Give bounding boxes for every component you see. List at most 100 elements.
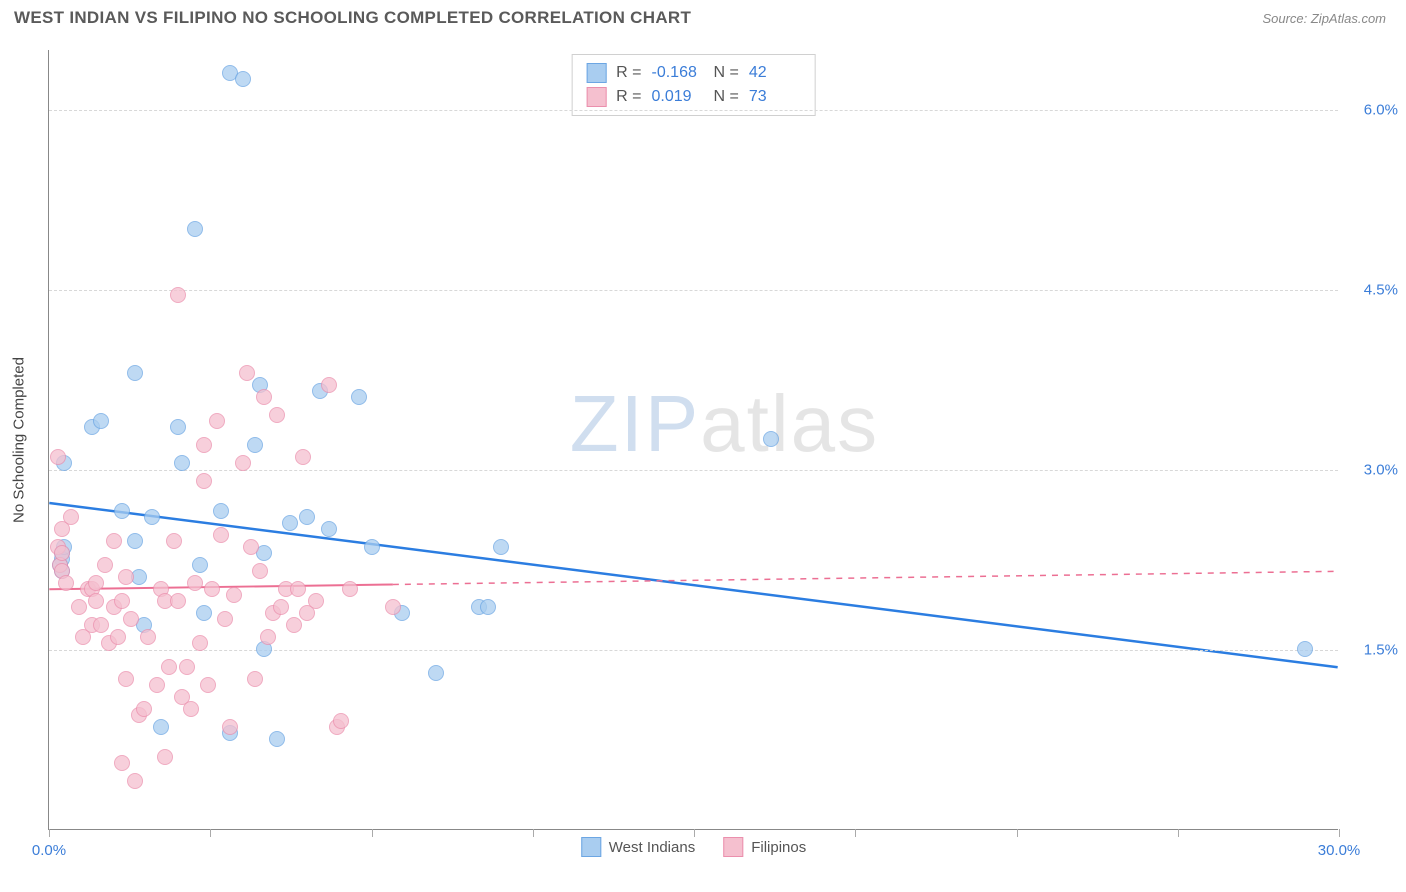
- data-point: [209, 413, 225, 429]
- data-point: [256, 389, 272, 405]
- data-point: [118, 569, 134, 585]
- gridline: [49, 290, 1338, 291]
- n-value-2: 73: [749, 88, 801, 106]
- x-tick: [855, 829, 856, 837]
- gridline: [49, 650, 1338, 651]
- r-value-2: 0.019: [652, 88, 704, 106]
- data-point: [88, 593, 104, 609]
- data-point: [71, 599, 87, 615]
- chart-source: Source: ZipAtlas.com: [1262, 11, 1386, 26]
- data-point: [213, 527, 229, 543]
- data-point: [127, 773, 143, 789]
- data-point: [308, 593, 324, 609]
- y-tick-label: 6.0%: [1364, 102, 1398, 119]
- data-point: [200, 677, 216, 693]
- data-point: [174, 455, 190, 471]
- x-tick: [372, 829, 373, 837]
- data-point: [118, 671, 134, 687]
- data-point: [166, 533, 182, 549]
- y-tick-label: 4.5%: [1364, 282, 1398, 299]
- data-point: [183, 701, 199, 717]
- data-point: [63, 509, 79, 525]
- data-point: [114, 503, 130, 519]
- data-point: [243, 539, 259, 555]
- watermark: ZIPatlas: [570, 378, 879, 470]
- data-point: [58, 575, 74, 591]
- n-label: N =: [714, 88, 739, 106]
- x-tick-label: 0.0%: [32, 842, 66, 859]
- data-point: [54, 545, 70, 561]
- data-point: [196, 605, 212, 621]
- r-label: R =: [616, 88, 641, 106]
- data-point: [269, 407, 285, 423]
- data-point: [136, 701, 152, 717]
- data-point: [247, 437, 263, 453]
- data-point: [428, 665, 444, 681]
- r-label: R =: [616, 64, 641, 82]
- data-point: [286, 617, 302, 633]
- data-point: [235, 71, 251, 87]
- watermark-zip: ZIP: [570, 379, 700, 468]
- data-point: [217, 611, 233, 627]
- data-point: [269, 731, 285, 747]
- data-point: [114, 593, 130, 609]
- data-point: [170, 287, 186, 303]
- data-point: [192, 635, 208, 651]
- data-point: [110, 629, 126, 645]
- trend-lines: [49, 50, 1338, 829]
- data-point: [127, 365, 143, 381]
- x-tick-label: 30.0%: [1318, 842, 1361, 859]
- data-point: [192, 557, 208, 573]
- data-point: [235, 455, 251, 471]
- data-point: [161, 659, 177, 675]
- data-point: [282, 515, 298, 531]
- data-point: [196, 473, 212, 489]
- data-point: [127, 533, 143, 549]
- data-point: [114, 755, 130, 771]
- legend-stats-row-2: R = 0.019 N = 73: [586, 85, 801, 109]
- data-point: [321, 521, 337, 537]
- chart-title: WEST INDIAN VS FILIPINO NO SCHOOLING COM…: [14, 8, 691, 28]
- x-tick: [1178, 829, 1179, 837]
- data-point: [153, 719, 169, 735]
- data-point: [385, 599, 401, 615]
- legend-stats-row-1: R = -0.168 N = 42: [586, 61, 801, 85]
- legend-stats: R = -0.168 N = 42 R = 0.019 N = 73: [571, 54, 816, 116]
- data-point: [299, 509, 315, 525]
- legend-series: West Indians Filipinos: [581, 837, 806, 857]
- data-point: [260, 629, 276, 645]
- legend-item-filipinos: Filipinos: [723, 837, 806, 857]
- n-label: N =: [714, 64, 739, 82]
- data-point: [187, 575, 203, 591]
- data-point: [295, 449, 311, 465]
- data-point: [493, 539, 509, 555]
- y-tick-label: 1.5%: [1364, 642, 1398, 659]
- data-point: [170, 419, 186, 435]
- x-tick: [1017, 829, 1018, 837]
- data-point: [239, 365, 255, 381]
- data-point: [93, 617, 109, 633]
- data-point: [480, 599, 496, 615]
- data-point: [187, 221, 203, 237]
- n-value-1: 42: [749, 64, 801, 82]
- data-point: [93, 413, 109, 429]
- data-point: [170, 593, 186, 609]
- data-point: [333, 713, 349, 729]
- legend-label: Filipinos: [751, 839, 806, 856]
- data-point: [273, 599, 289, 615]
- scatter-chart: No Schooling Completed ZIPatlas R = -0.1…: [48, 50, 1338, 830]
- x-tick: [210, 829, 211, 837]
- legend-swatch-west-indians: [586, 63, 606, 83]
- data-point: [247, 671, 263, 687]
- gridline: [49, 110, 1338, 111]
- data-point: [290, 581, 306, 597]
- data-point: [157, 749, 173, 765]
- data-point: [50, 449, 66, 465]
- data-point: [140, 629, 156, 645]
- data-point: [226, 587, 242, 603]
- data-point: [364, 539, 380, 555]
- x-tick: [694, 829, 695, 837]
- data-point: [342, 581, 358, 597]
- x-tick: [533, 829, 534, 837]
- data-point: [351, 389, 367, 405]
